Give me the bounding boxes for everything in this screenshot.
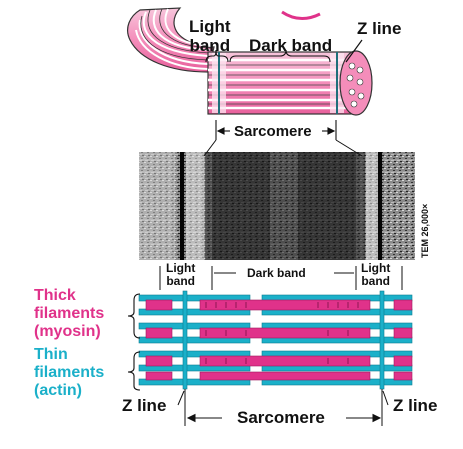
thick-filaments-label: Thick filaments (myosin) [34, 287, 105, 340]
tem-micrograph [139, 150, 415, 260]
diagram-dark-band-label: Dark band [245, 266, 308, 280]
top-z-line-label: Z line [357, 19, 402, 38]
micrograph-guide-lines [203, 139, 363, 157]
thin-filaments-label: Thin filaments (actin) [34, 346, 105, 399]
top-band-brackets [205, 39, 363, 63]
top-sarcomere-arrow [215, 120, 337, 140]
bottom-sarcomere-label: Sarcomere [237, 408, 325, 427]
right-light-band-label: Light band [361, 261, 391, 288]
filament-diagram [127, 266, 413, 426]
top-light-band-label: Light band [189, 17, 231, 55]
left-light-band-label: Light band [166, 261, 196, 288]
tem-magnification-label: TEM 26,000× [420, 203, 430, 258]
bottom-right-z-line-label: Z line [393, 396, 438, 415]
myofibril-illustration [127, 7, 373, 116]
top-dark-band-label: Dark band [249, 36, 333, 55]
top-sarcomere-label: Sarcomere [232, 123, 314, 140]
bottom-left-z-line-label: Z line [122, 396, 167, 415]
